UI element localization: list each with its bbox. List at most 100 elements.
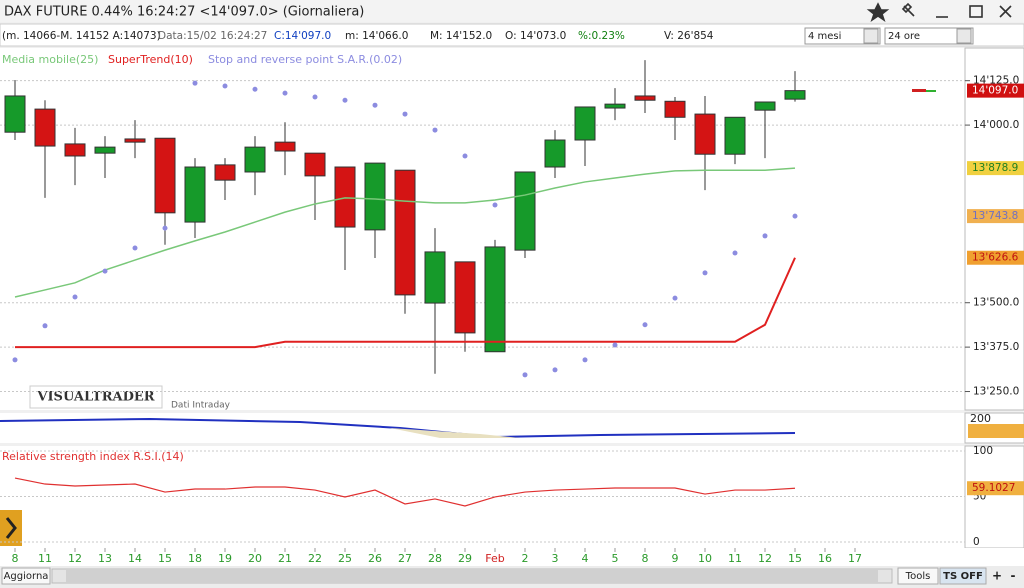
zoom-out[interactable]: -	[1011, 569, 1016, 583]
x-tick-label: 28	[428, 552, 442, 565]
x-tick-label: 27	[398, 552, 412, 565]
interval-value[interactable]: 24 ore	[888, 31, 920, 42]
ts-button[interactable]	[939, 567, 987, 585]
ts-label[interactable]: TS OFF	[943, 571, 983, 582]
x-tick-label: 11	[728, 552, 742, 565]
candle-body	[64, 143, 86, 157]
legend-entry: SuperTrend(10)	[108, 53, 193, 66]
price-marker-label: 13'626.6	[972, 252, 1019, 264]
title-bar	[0, 0, 1024, 22]
info-item: m: 14'066.0	[345, 30, 408, 42]
data-note: Dati Intraday	[171, 401, 231, 411]
x-tick-label: 8	[642, 552, 649, 565]
info-item: Data:15/02 16:24:27	[158, 30, 267, 42]
rsi-title: Relative strength index R.S.I.(14)	[2, 450, 184, 463]
window-title: DAX FUTURE 0.44% 16:24:27 <14'097.0> (Gi…	[4, 5, 364, 20]
x-tick-label: 13	[98, 552, 112, 565]
candle-body	[454, 261, 476, 334]
candle-body	[694, 113, 716, 155]
close-button[interactable]	[999, 5, 1012, 18]
side-toggle-arrow	[5, 517, 17, 539]
x-tick-label: Feb	[485, 552, 504, 565]
tools-button[interactable]	[901, 2, 915, 17]
legend-entry: Stop and reverse point S.A.R.(0.02)	[208, 53, 402, 66]
candle-body	[244, 146, 266, 173]
x-tick-label: 14	[128, 552, 142, 565]
candle-body	[724, 116, 746, 155]
sar-dot	[522, 372, 528, 378]
x-tick-label: 16	[818, 552, 832, 565]
price-marker-label: 14'097.0	[972, 85, 1018, 97]
window-buttons[interactable]	[866, 2, 1012, 22]
interval-arrow[interactable]	[956, 28, 972, 44]
oscillator-line	[0, 417, 796, 439]
interval-select[interactable]	[884, 27, 974, 45]
rsi-marker	[967, 481, 1024, 496]
refresh-label[interactable]: Aggiorna	[4, 571, 49, 582]
rsi-axis	[964, 445, 1024, 549]
x-tick-label: 18	[188, 552, 202, 565]
sar-dot	[192, 80, 198, 86]
period-select[interactable]	[804, 27, 881, 45]
x-tick-label: 17	[848, 552, 862, 565]
sar-dot	[132, 245, 138, 251]
sar-dot	[762, 233, 768, 239]
logo: VISUALTRADER	[36, 390, 154, 405]
price-marker	[967, 250, 1024, 265]
sar-dot	[672, 295, 678, 301]
x-tick-label: 22	[308, 552, 322, 565]
x-tick-label: 21	[278, 552, 292, 565]
info-item: M: 14'152.0	[430, 30, 492, 42]
sar-dot	[72, 294, 78, 300]
candle-body	[514, 171, 536, 251]
price-panel	[0, 48, 965, 410]
refresh-button[interactable]	[1, 567, 51, 585]
candle-body	[334, 166, 356, 228]
tools-button[interactable]	[897, 567, 939, 585]
zoom-in[interactable]: +	[992, 569, 1002, 583]
candle-body	[664, 100, 686, 118]
candle-body	[34, 108, 56, 147]
x-tick-label: 11	[38, 552, 52, 565]
candle-body	[94, 146, 116, 154]
y-tick-label: 13'250.0	[973, 386, 1019, 398]
candle-body	[274, 141, 296, 152]
y-tick-label: 13'500.0	[973, 297, 1019, 309]
period-value[interactable]: 4 mesi	[808, 31, 841, 42]
x-tick-label: 5	[612, 552, 619, 565]
x-tick-label: 10	[698, 552, 712, 565]
sar-dot	[312, 94, 318, 100]
maximize-button[interactable]	[969, 5, 983, 18]
candle-body	[424, 251, 446, 304]
date-axis	[0, 548, 1024, 566]
last-tick-marker	[926, 90, 936, 92]
x-tick-label: 15	[158, 552, 172, 565]
sar-dot	[552, 367, 558, 373]
sar-dot	[372, 102, 378, 108]
candle-body	[574, 106, 596, 141]
favorite-button[interactable]	[866, 2, 890, 22]
candle-body	[544, 139, 566, 168]
x-tick-label: 15	[788, 552, 802, 565]
scroll-thumb[interactable]	[66, 570, 878, 582]
oscillator-tick: 200	[970, 412, 991, 425]
rsi-panel	[0, 446, 965, 548]
x-tick-label: 12	[68, 552, 82, 565]
price-marker	[967, 83, 1024, 98]
side-toggle[interactable]	[0, 510, 22, 546]
sar-dot	[222, 83, 228, 89]
candle-body	[214, 164, 236, 181]
candle-body	[364, 162, 386, 231]
sar-dot	[342, 97, 348, 103]
candle-body	[184, 166, 206, 223]
x-tick-label: 2	[522, 552, 529, 565]
y-tick-label: 14'000.0	[973, 119, 1019, 131]
info-item: %:0.23%	[578, 30, 625, 42]
indicator-line	[14, 167, 796, 298]
sar-dot	[462, 153, 468, 159]
period-arrow[interactable]	[863, 28, 879, 44]
tools-label[interactable]: Tools	[905, 571, 931, 582]
legend-entry: Media mobile(25)	[2, 53, 98, 66]
price-axis	[964, 47, 1024, 411]
